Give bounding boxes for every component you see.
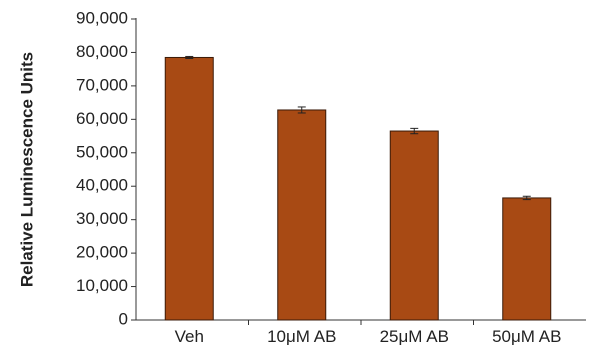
x-tick-label: Veh — [175, 327, 204, 346]
x-tick-label: 50μM AB — [492, 327, 561, 346]
y-tick-label: 30,000 — [76, 209, 128, 228]
error-bar — [410, 127, 419, 135]
error-bars-group — [185, 55, 531, 201]
error-bar — [185, 55, 194, 59]
x-tick-label: 10μM AB — [267, 327, 336, 346]
y-axis: 0 10,000 20,000 30,000 40,000 50,000 60,000 70,… — [76, 8, 137, 328]
y-tick-label: 90,000 — [76, 8, 128, 27]
bar — [164, 56, 214, 321]
bar — [277, 109, 327, 321]
error-bar — [297, 106, 306, 114]
y-tick-label: 70,000 — [76, 75, 128, 94]
bars-group — [164, 56, 552, 321]
x-axis: Veh 10μM AB 25μM AB 50μM AB — [136, 319, 586, 346]
bar — [502, 197, 552, 321]
x-tick-label: 25μM AB — [380, 327, 449, 346]
y-tick-label: 0 — [119, 309, 128, 328]
y-tick-label: 10,000 — [76, 276, 128, 295]
y-tick-label: 50,000 — [76, 142, 128, 161]
y-axis-title: Relative Luminescence Units — [17, 52, 36, 287]
y-tick-label: 20,000 — [76, 243, 128, 262]
error-bar — [522, 195, 531, 201]
y-tick-label: 60,000 — [76, 109, 128, 128]
bar — [389, 130, 439, 321]
y-tick-label: 80,000 — [76, 42, 128, 61]
y-tick-label: 40,000 — [76, 176, 128, 195]
